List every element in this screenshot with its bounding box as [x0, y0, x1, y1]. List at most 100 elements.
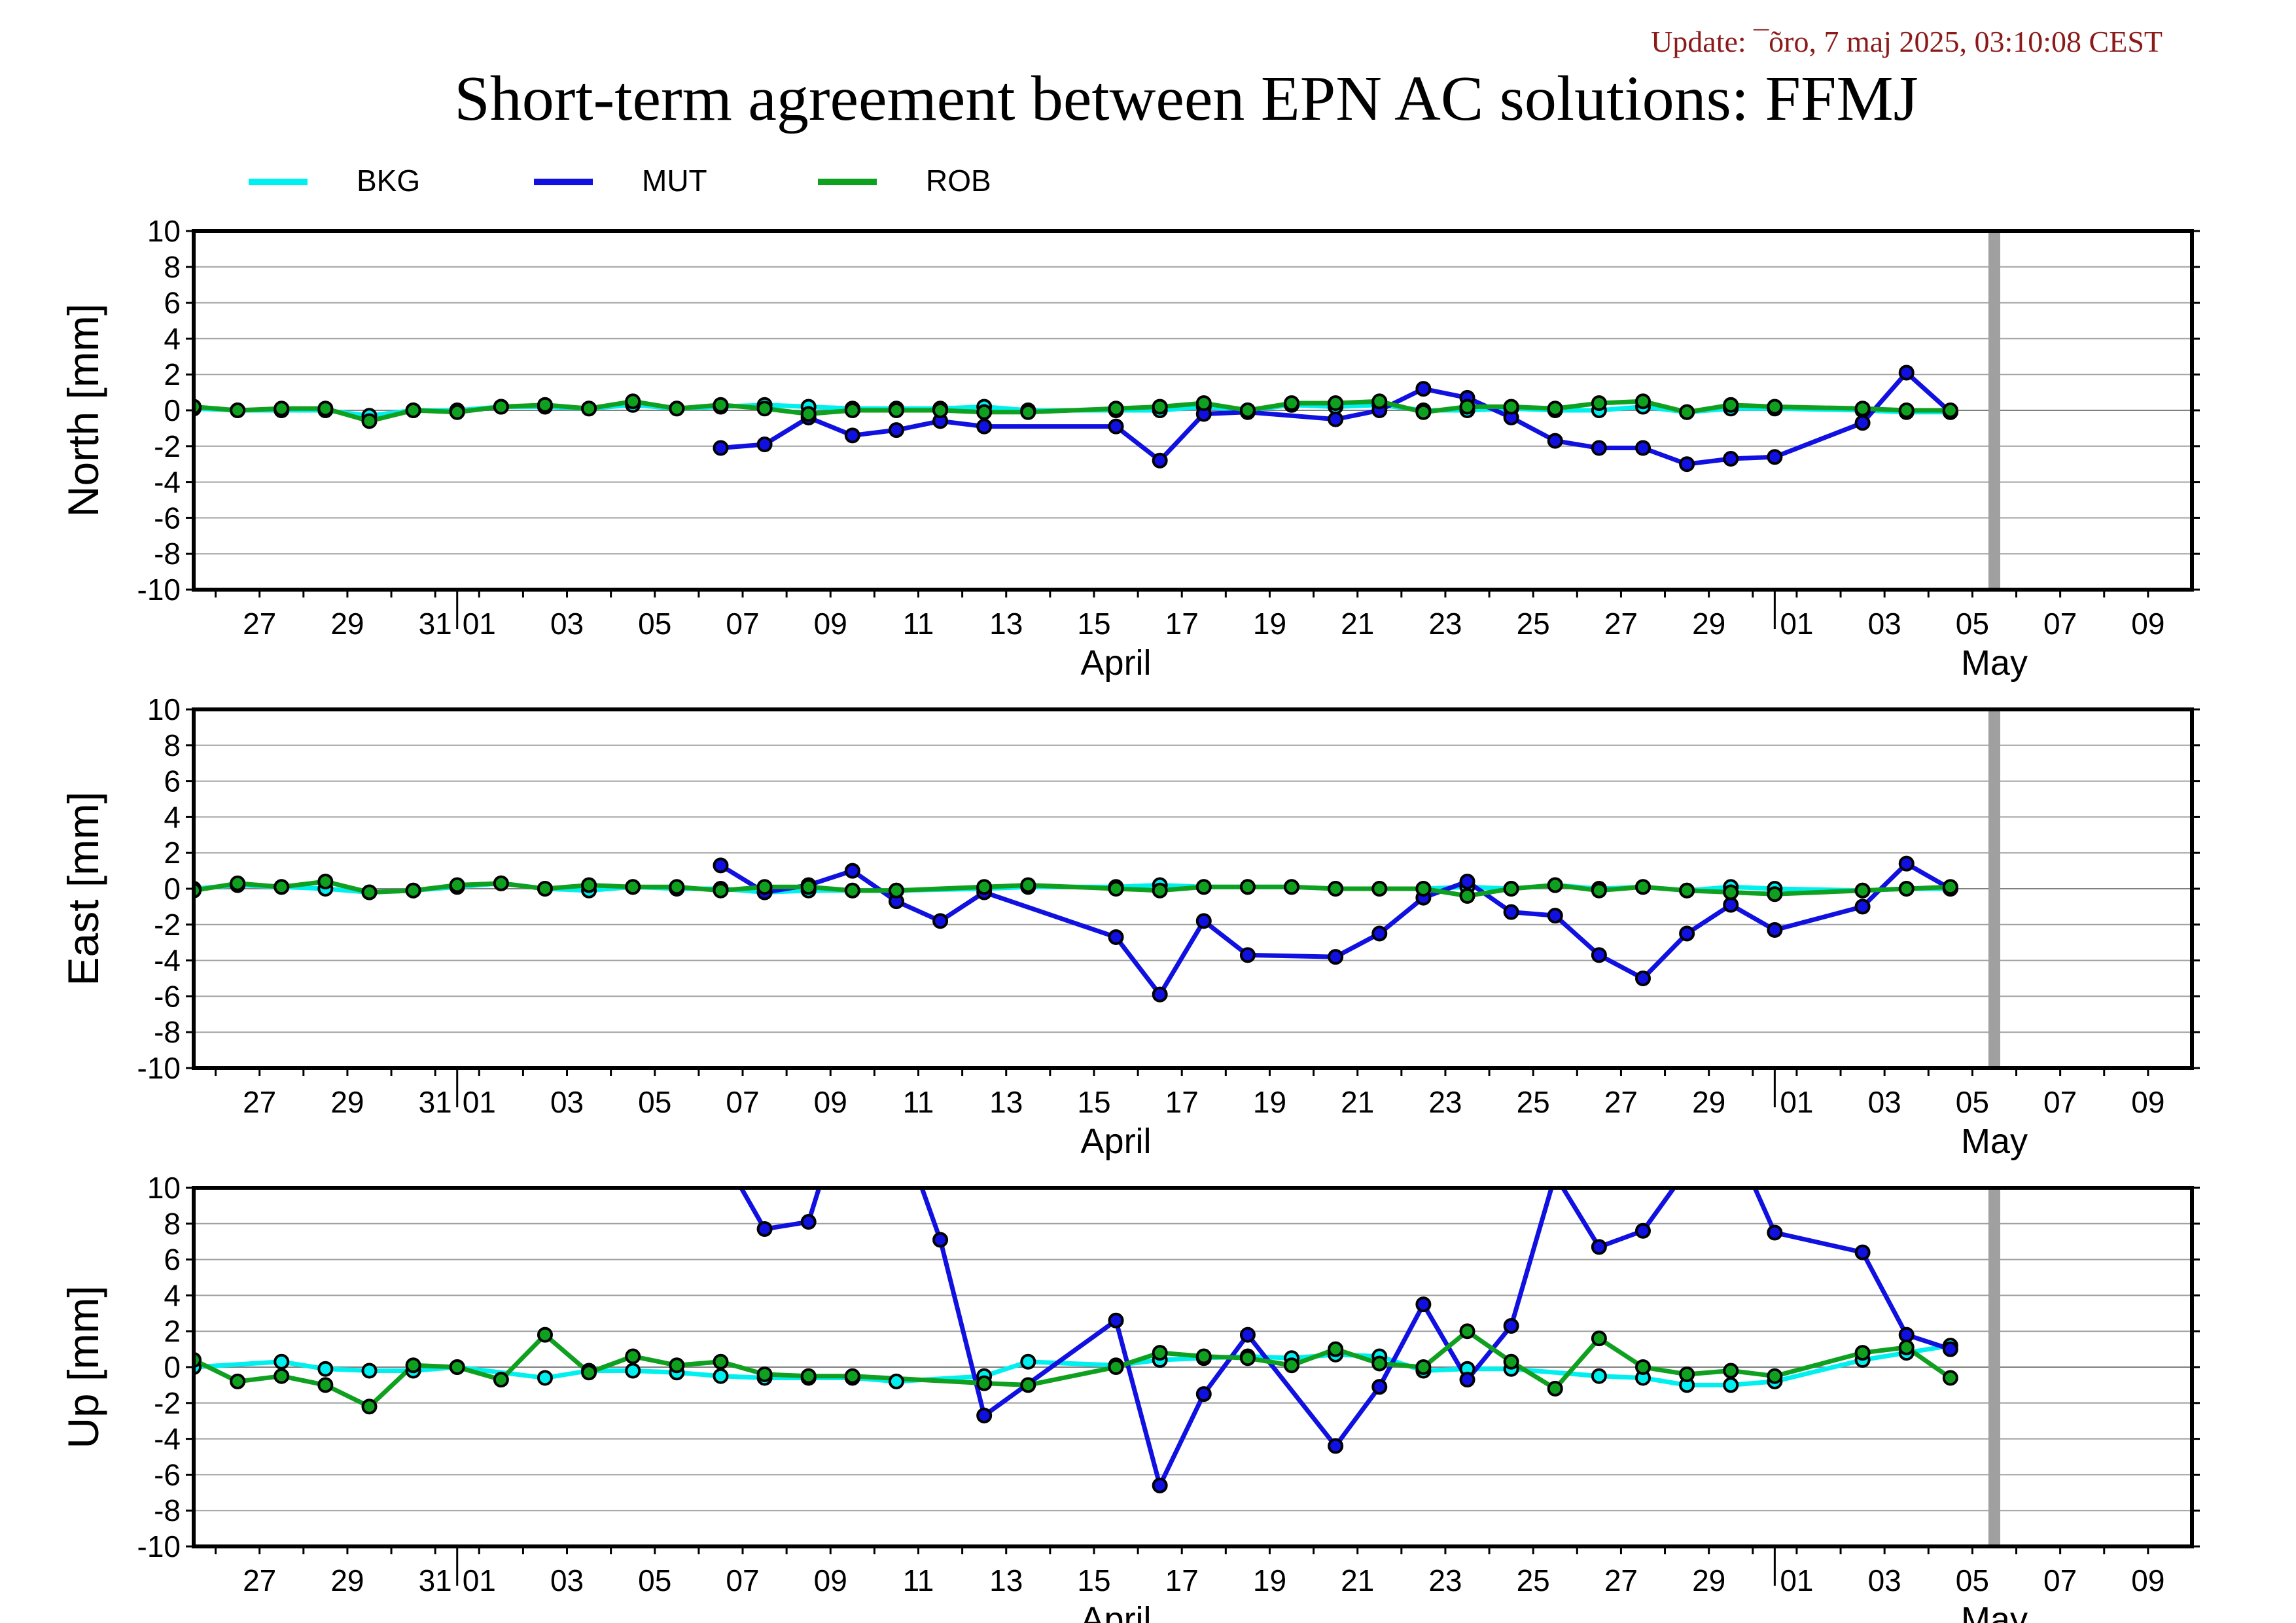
data-point-rob	[1152, 399, 1168, 415]
y-tick-label: 10	[147, 214, 181, 248]
data-point-rob	[800, 879, 817, 895]
x-tick-label: 15	[1077, 607, 1110, 641]
data-point-rob	[405, 882, 421, 899]
data-point-rob	[1108, 1359, 1124, 1375]
x-tick-label: 13	[989, 607, 1023, 641]
data-point-rob	[625, 393, 641, 410]
data-point-rob	[1854, 882, 1871, 899]
x-tick-label: 27	[1604, 1085, 1638, 1119]
x-tick-label: 13	[989, 1563, 1023, 1597]
x-month-label: April	[1081, 643, 1152, 683]
x-tick-label: 25	[1517, 1563, 1550, 1597]
data-point-rob	[1371, 1355, 1388, 1372]
data-point-rob	[1328, 881, 1344, 897]
data-point-mut	[1942, 1341, 1958, 1357]
data-point-mut	[1767, 1224, 1783, 1241]
data-point-rob	[800, 406, 817, 422]
x-month-label: May	[1961, 1600, 2028, 1623]
data-point-mut	[1239, 1327, 1256, 1343]
data-point-mut	[1898, 1327, 1915, 1343]
legend-item-rob: ROB	[818, 164, 991, 198]
data-point-mut	[1854, 415, 1871, 431]
data-point-mut	[1152, 1477, 1168, 1493]
data-point-bkg	[888, 1373, 904, 1389]
data-point-bkg	[317, 1361, 334, 1377]
x-tick-label: 15	[1077, 1085, 1110, 1119]
plot-frame	[192, 1186, 2194, 1548]
x-tick-label: 01	[463, 1563, 496, 1597]
x-tick-label: 11	[903, 607, 934, 641]
x-tick-label: 23	[1428, 1085, 1462, 1119]
data-point-rob	[1020, 877, 1036, 893]
y-axis-label: East [mm]	[59, 791, 107, 986]
data-point-rob	[1459, 1323, 1475, 1340]
legend-label-rob: ROB	[926, 164, 991, 198]
data-point-rob	[1591, 395, 1607, 412]
x-tick-label: 27	[1604, 1563, 1638, 1597]
data-point-rob	[888, 882, 904, 899]
y-tick-label: -6	[154, 1457, 181, 1491]
data-point-mut	[932, 913, 949, 929]
data-point-rob	[1634, 393, 1651, 410]
data-point-rob	[1328, 395, 1344, 412]
data-point-rob	[1634, 879, 1651, 895]
data-point-mut	[756, 1221, 773, 1238]
legend: BKG MUT ROB	[249, 164, 991, 198]
plot-frame	[192, 229, 2194, 592]
x-tick-label: 07	[2043, 1563, 2077, 1597]
data-point-rob	[713, 882, 729, 899]
series-line-mut	[738, 1188, 1951, 1488]
data-point-mut	[1152, 452, 1168, 469]
data-point-rob	[625, 1348, 641, 1364]
data-point-mut	[1328, 411, 1344, 427]
y-tick-label: -4	[154, 1422, 181, 1456]
data-point-rob	[1195, 1348, 1212, 1364]
x-tick-label: 11	[903, 1085, 934, 1119]
data-point-rob	[976, 879, 993, 895]
x-tick-label: 03	[550, 1563, 584, 1597]
plot-frame	[192, 707, 2194, 1070]
x-tick-label: 09	[2131, 607, 2164, 641]
x-tick-label: 05	[638, 1085, 671, 1119]
data-point-rob	[1195, 879, 1212, 895]
chart-title: Short-term agreement between EPN AC solu…	[454, 63, 1918, 134]
data-point-rob	[1108, 401, 1124, 417]
x-tick-label: 17	[1165, 1085, 1199, 1119]
data-point-mut	[713, 440, 729, 456]
y-tick-label: 8	[164, 250, 181, 284]
data-point-rob	[537, 881, 553, 897]
data-point-rob	[1152, 1345, 1168, 1361]
data-point-mut	[1503, 1317, 1519, 1334]
data-point-rob	[274, 401, 290, 417]
data-point-bkg	[1020, 1353, 1036, 1370]
y-tick-label: -10	[137, 1529, 181, 1563]
data-point-rob	[1371, 881, 1388, 897]
x-tick-label: 05	[638, 1563, 671, 1597]
y-tick-label: -8	[154, 537, 181, 571]
y-tick-label: 0	[164, 1350, 181, 1384]
data-point-mut	[1328, 949, 1344, 965]
x-month-label: April	[1081, 1122, 1152, 1161]
data-point-rob	[1284, 879, 1300, 895]
data-point-rob	[669, 401, 685, 417]
data-point-rob	[361, 1399, 378, 1415]
x-tick-label: 09	[2131, 1085, 2164, 1119]
x-month-label: May	[1961, 1122, 2028, 1161]
y-tick-label: 2	[164, 357, 181, 391]
x-tick-label: 31	[419, 1563, 452, 1597]
data-point-rob	[405, 402, 421, 418]
data-point-rob	[1942, 402, 1958, 418]
x-tick-label: 25	[1517, 1085, 1550, 1119]
series-group	[194, 855, 1958, 1003]
data-point-rob	[1239, 402, 1256, 418]
x-tick-label: 17	[1165, 607, 1199, 641]
data-point-rob	[1767, 1368, 1783, 1384]
data-point-rob	[405, 1357, 421, 1374]
data-point-rob	[230, 875, 246, 891]
data-point-mut	[976, 1407, 993, 1423]
x-tick-label: 21	[1341, 607, 1374, 641]
y-tick-label: 4	[164, 1278, 181, 1312]
legend-label-bkg: BKG	[357, 164, 420, 198]
data-point-mut	[1415, 381, 1432, 397]
